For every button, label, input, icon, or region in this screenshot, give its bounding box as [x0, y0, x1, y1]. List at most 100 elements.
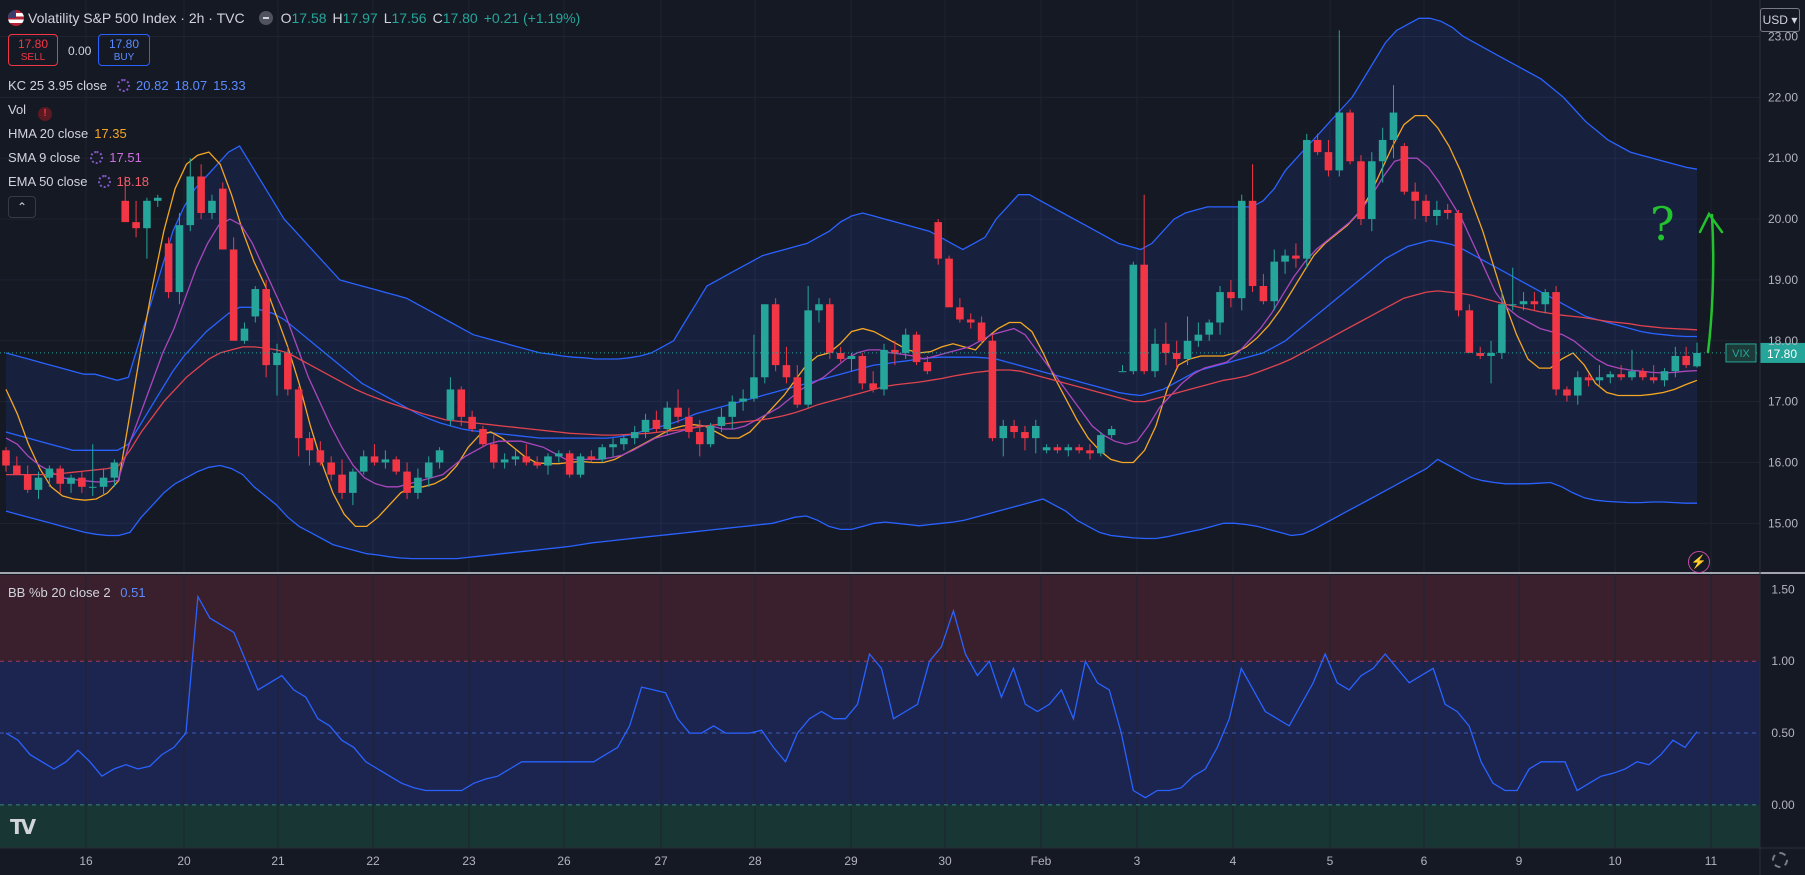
candle-body: [284, 352, 292, 390]
candle-body: [836, 352, 845, 360]
candle-body: [13, 465, 21, 475]
x-tick-label: 10: [1608, 854, 1622, 868]
candle-body: [695, 432, 704, 445]
y-tick-label: 21.00: [1768, 151, 1798, 165]
candle-body: [143, 200, 151, 229]
buy-button[interactable]: 17.80 BUY: [98, 34, 150, 66]
x-tick-label: 23: [462, 854, 476, 868]
keltner-fill: [6, 18, 1697, 559]
candle-body: [652, 419, 661, 429]
vol-name: Vol: [8, 102, 27, 117]
change-value: +0.21 (+1.19%): [483, 10, 581, 26]
currency-selector[interactable]: USD ▾: [1760, 8, 1800, 32]
candle-body: [1628, 371, 1636, 378]
candle-body: [435, 450, 444, 463]
x-tick-label: 27: [654, 854, 668, 868]
settings-icon[interactable]: [97, 175, 111, 188]
candle-body: [1433, 209, 1441, 217]
candle-body: [804, 310, 812, 405]
candle-body: [1465, 310, 1474, 353]
sell-label: SELL: [20, 52, 46, 63]
close-label: C: [432, 10, 443, 26]
candle-body: [446, 389, 455, 420]
candle-body: [739, 398, 747, 402]
candle-body: [403, 471, 411, 493]
open-value: 17.58: [291, 10, 327, 26]
candle-body: [565, 453, 574, 475]
candle-body: [186, 176, 195, 226]
osc-y-tick-label: 0.00: [1771, 798, 1795, 812]
annotation-arrow: [1698, 211, 1724, 354]
candle-body: [999, 425, 1008, 439]
spread-value: 0.00: [68, 44, 92, 58]
lightning-icon[interactable]: ⚡: [1688, 551, 1710, 573]
x-tick-label: 28: [748, 854, 762, 868]
kc-lower-value: 15.33: [213, 78, 246, 93]
candle-body: [1530, 301, 1539, 305]
gear-icon[interactable]: [1772, 852, 1788, 868]
candle-body: [891, 349, 899, 353]
kc-legend[interactable]: KC 25 3.95 close 20.82 18.07 15.33: [8, 78, 252, 93]
candle-body: [229, 249, 238, 341]
candle-body: [164, 243, 173, 293]
bbpb-legend[interactable]: BB %b 20 close 2 0.51: [8, 585, 146, 600]
settings-icon[interactable]: [90, 151, 104, 164]
tradingview-logo-icon[interactable]: TV: [10, 815, 36, 839]
candle-body: [1595, 377, 1604, 381]
candle-body: [533, 462, 541, 466]
vol-legend[interactable]: Vol!: [8, 102, 58, 121]
kc-upper-value: 20.82: [136, 78, 169, 93]
candle-body: [934, 222, 943, 259]
candle-body: [1487, 352, 1495, 356]
candle-body: [23, 474, 32, 490]
osc-y-tick-label: 1.00: [1771, 654, 1795, 668]
symbol-badge: [1725, 343, 1757, 363]
candle-body: [1162, 343, 1170, 353]
low-value: 17.56: [391, 10, 427, 26]
last-price-text: 17.80: [1767, 347, 1797, 361]
candle-body: [327, 462, 335, 475]
candle-body: [1573, 377, 1582, 396]
hma-legend[interactable]: HMA 20 close 17.35: [8, 126, 133, 141]
symbol-title[interactable]: Volatility S&P 500 Index · 2h · TVC: [28, 10, 245, 26]
candle-body: [1227, 292, 1235, 299]
candle-body: [1302, 139, 1311, 259]
open-label: O: [280, 10, 292, 26]
settings-icon[interactable]: [117, 79, 131, 92]
sell-button[interactable]: 17.80 SELL: [8, 34, 58, 66]
candle-body: [1097, 435, 1105, 454]
candle-body: [338, 474, 346, 493]
sma-legend[interactable]: SMA 9 close 17.51: [8, 150, 148, 165]
candle-body: [1443, 209, 1452, 213]
candle-body: [251, 289, 260, 317]
symbol-legend: Volatility S&P 500 Index · 2h · TVC O17.5…: [8, 10, 586, 26]
hide-legend-icon[interactable]: [258, 11, 273, 25]
kc-lower-line: [5, 458, 1697, 560]
x-tick-label: 30: [938, 854, 952, 868]
annotation-question: ?: [1650, 197, 1675, 251]
candle-body: [489, 444, 498, 463]
candle-body: [923, 362, 932, 372]
ema-value: 18.18: [116, 174, 150, 189]
kc-name: KC 25 3.95 close: [8, 78, 108, 93]
candle-body: [1660, 371, 1669, 381]
kc-upper-line: [5, 17, 1698, 381]
candle-body: [1324, 152, 1333, 171]
candle-body: [479, 429, 487, 445]
kc-mid-value: 18.07: [174, 78, 208, 93]
x-tick-label: 21: [271, 854, 285, 868]
high-value: 17.97: [342, 10, 378, 26]
candle-body: [262, 289, 270, 366]
candle-body: [663, 407, 672, 429]
candle-body: [674, 407, 682, 417]
candle-body: [630, 432, 639, 439]
ema-legend[interactable]: EMA 50 close 18.18: [8, 174, 155, 189]
candle-body: [1541, 292, 1550, 305]
candle-body: [316, 450, 325, 463]
collapse-legend-button[interactable]: ⌃: [8, 196, 36, 218]
candle-body: [56, 468, 64, 484]
warning-icon[interactable]: !: [38, 107, 53, 121]
candle-body: [67, 477, 75, 484]
candle-body: [1151, 343, 1159, 372]
